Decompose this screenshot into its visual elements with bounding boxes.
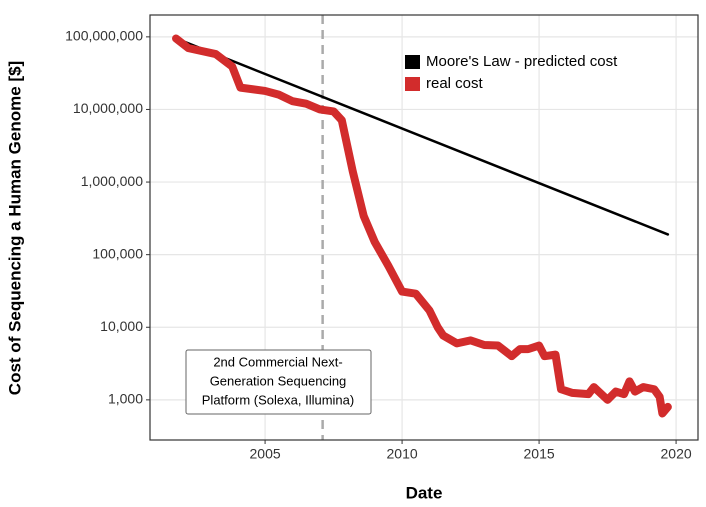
plot-frame: [149, 14, 699, 441]
y-tick-label: 100,000,000: [65, 28, 143, 44]
y-tick-label: 1,000: [108, 391, 143, 407]
legend-label: Moore's Law - predicted cost: [426, 53, 618, 70]
annotation-text: Platform (Solexa, Illumina): [202, 392, 354, 407]
x-axis-label: Date: [406, 483, 443, 502]
annotation: 2nd Commercial Next- Generation Sequencin…: [185, 349, 372, 415]
x-tick-label: 2010: [387, 446, 418, 462]
legend-swatch: [405, 77, 420, 91]
x-tick-label: 2005: [250, 446, 281, 462]
annotation-box: [185, 349, 372, 415]
series-line: [172, 34, 672, 418]
y-tick-label: 100,000: [92, 245, 143, 261]
legend-label: real cost: [426, 75, 484, 92]
x-tick-label: 2020: [661, 446, 692, 462]
x-tick-label: 2015: [524, 446, 555, 462]
annotation-text: Generation Sequencing: [210, 373, 347, 388]
series-line: [174, 37, 670, 236]
y-axis-label: Cost of Sequencing a Human Genome [$]: [5, 61, 24, 395]
y-tick-label: 1,000,000: [81, 173, 143, 189]
y-tick-label: 10,000: [100, 318, 143, 334]
annotation-text: 2nd Commercial Next-: [213, 354, 342, 369]
y-tick-label: 10,000,000: [73, 100, 143, 116]
legend-swatch: [405, 55, 420, 69]
